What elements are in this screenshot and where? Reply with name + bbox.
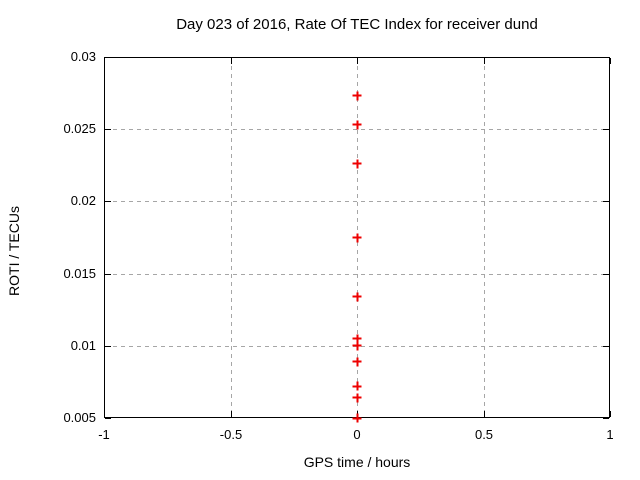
- data-point-marker: [352, 341, 362, 351]
- chart-title: Day 023 of 2016, Rate Of TEC Index for r…: [176, 16, 538, 33]
- y-tick-mirror: [603, 129, 609, 130]
- x-tick-mirror: [104, 58, 105, 64]
- x-gridline: [484, 58, 485, 417]
- y-tick: [105, 57, 111, 58]
- y-tick: [105, 201, 111, 202]
- data-point-marker: [352, 120, 362, 130]
- y-tick-mirror: [603, 57, 609, 58]
- x-gridline: [231, 58, 232, 417]
- x-tick-label: 1: [606, 427, 614, 442]
- data-point-marker: [352, 334, 362, 344]
- y-tick: [105, 129, 111, 130]
- y-tick-mirror: [603, 274, 609, 275]
- data-point-marker: [352, 381, 362, 391]
- x-tick: [231, 411, 232, 417]
- data-point-marker: [352, 393, 362, 403]
- x-tick-label: 0: [353, 427, 361, 442]
- y-tick-label: 0.015: [63, 266, 96, 281]
- y-tick-label: 0.005: [63, 410, 96, 425]
- x-tick-mirror: [610, 58, 611, 64]
- data-point-marker: [352, 357, 362, 367]
- y-tick-mirror: [603, 418, 609, 419]
- x-tick-mirror: [357, 58, 358, 64]
- x-tick: [104, 411, 105, 417]
- y-tick: [105, 346, 111, 347]
- data-point-marker: [352, 233, 362, 242]
- y-tick-label: 0.03: [70, 49, 96, 64]
- y-tick-mirror: [603, 346, 609, 347]
- x-tick-label: 0.5: [474, 427, 494, 442]
- data-point-marker: [352, 159, 362, 169]
- y-tick: [105, 418, 111, 419]
- x-tick-label: -0.5: [219, 427, 243, 442]
- data-point-marker: [352, 91, 362, 101]
- y-tick: [105, 274, 111, 275]
- data-point-marker: [352, 413, 362, 423]
- y-tick-mirror: [603, 201, 609, 202]
- y-tick-label: 0.025: [63, 121, 96, 136]
- x-axis-label: GPS time / hours: [303, 454, 411, 470]
- x-tick-mirror: [231, 58, 232, 64]
- y-tick-label: 0.02: [70, 193, 96, 208]
- x-tick: [484, 411, 485, 417]
- data-point-marker: [352, 292, 362, 302]
- x-tick-mirror: [484, 58, 485, 64]
- x-tick-label: -1: [98, 427, 110, 442]
- y-tick-label: 0.01: [70, 338, 96, 353]
- x-tick: [610, 411, 611, 417]
